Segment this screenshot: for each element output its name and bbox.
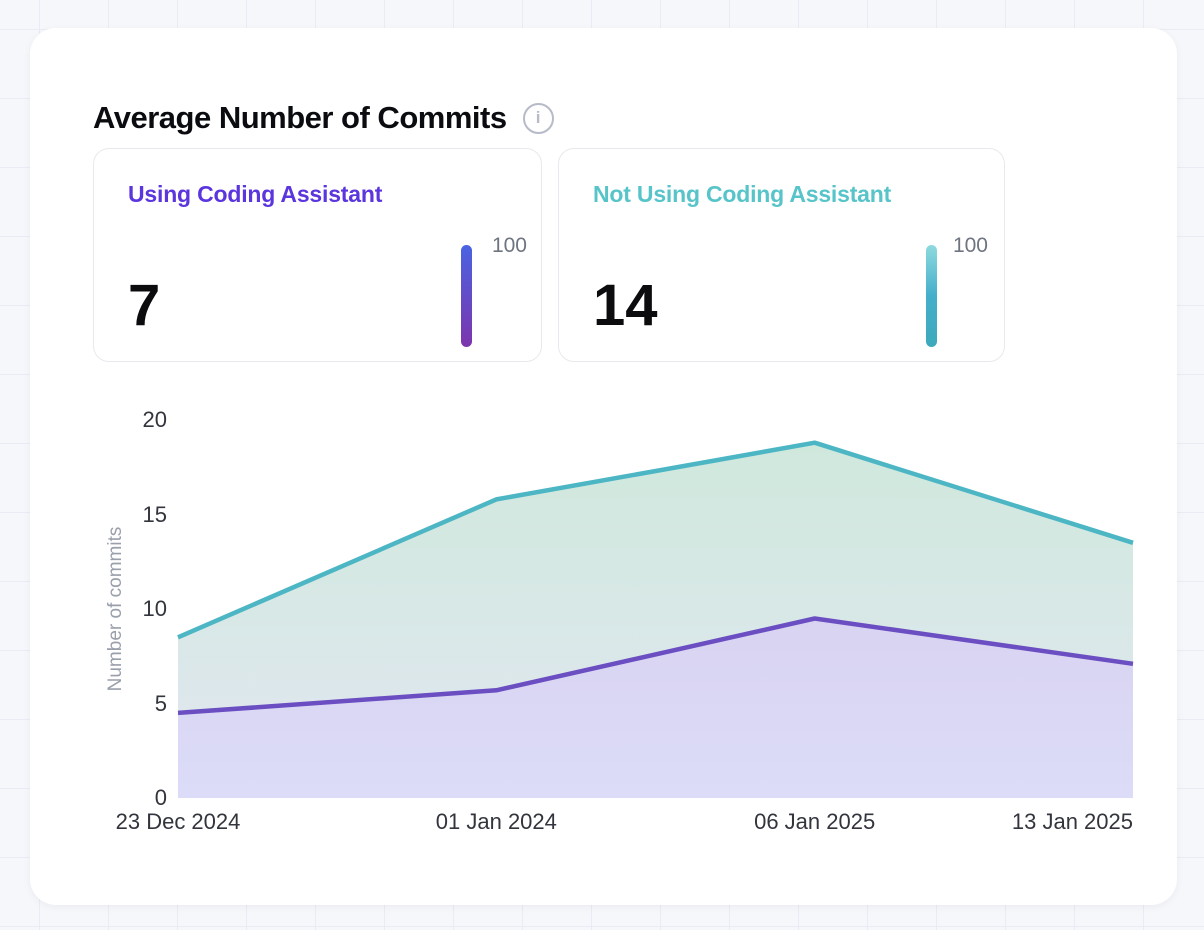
- chart-plot-svg: [177, 440, 1134, 798]
- y-axis-tick-label: 0: [154, 785, 167, 810]
- y-axis-tick-label: 15: [142, 501, 167, 527]
- info-icon[interactable]: i: [522, 102, 554, 134]
- stat-scale-bar: [926, 245, 937, 347]
- y-axis-tick-label: 10: [142, 596, 167, 621]
- series-area-1: [178, 618, 1133, 798]
- stat-value: 7: [128, 273, 161, 338]
- card-header: Average Number of Commits i: [93, 100, 554, 136]
- stat-card-using-assistant: Using Coding Assistant 7 100: [93, 148, 542, 362]
- stat-scale-bar: [461, 245, 472, 347]
- y-axis-tick-label: 20: [142, 407, 167, 432]
- y-axis-tick-label: 5: [154, 690, 167, 716]
- x-axis-tick-label: 13 Jan 2025: [1011, 809, 1133, 834]
- stat-value: 14: [593, 273, 658, 338]
- series-line-0: [177, 440, 1134, 640]
- stats-row: Using Coding Assistant 7 100 Not Using C…: [93, 148, 1005, 362]
- page-title: Average Number of Commits: [93, 100, 507, 135]
- x-axis-tick-label: 23 Dec 2024: [115, 809, 241, 834]
- stat-card-not-using-assistant: Not Using Coding Assistant 14 100: [558, 148, 1005, 362]
- commits-area-chart: Number of commits 0 5 10 15 20 23 Dec 2024 01 …: [105, 407, 1134, 834]
- x-axis-tick-label: 06 Jan 2025: [754, 809, 876, 834]
- y-axis-title: Number of commits: [105, 526, 126, 692]
- stat-label: Not Using Coding Assistant: [593, 181, 892, 207]
- series-line-1: [177, 616, 1134, 716]
- stat-label: Using Coding Assistant: [128, 181, 383, 207]
- stat-scale-max-label: 100: [952, 234, 988, 257]
- average-commits-card: Average Number of Commits i Using Coding…: [30, 28, 1177, 905]
- x-axis-tick-label: 01 Jan 2024: [435, 809, 557, 834]
- stat-scale-max-label: 100: [491, 234, 527, 257]
